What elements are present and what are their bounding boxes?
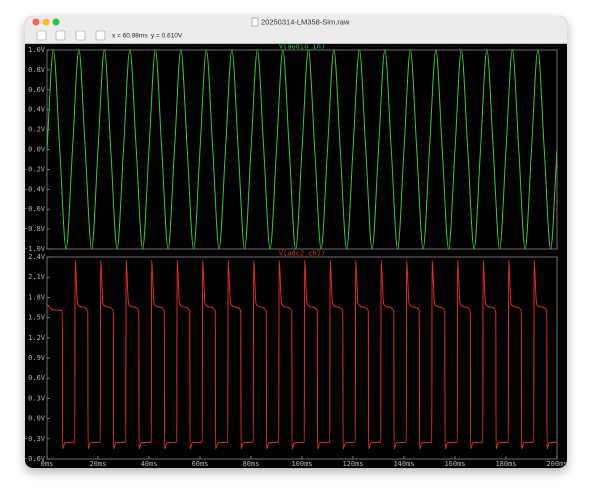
series-name: V(audio_in) (279, 43, 325, 51)
fit-tool[interactable] (75, 30, 86, 41)
x-tick-label: 160ms (444, 460, 465, 468)
y-tick-label: 2.4V (28, 253, 46, 261)
y-tick-label: 1.2V (28, 334, 46, 342)
y-tick-label: -0.3V (24, 435, 46, 443)
y-tick-label: 0.3V (28, 394, 46, 402)
series-line (47, 259, 557, 450)
cursor-x: x = 60.98ms (112, 33, 148, 40)
y-tick-label: 0.9V (28, 354, 46, 362)
y-tick-label: -0.2V (24, 165, 46, 173)
y-tick-label: 1.8V (28, 293, 46, 301)
x-tick-label: 100ms (291, 460, 312, 468)
y-tick-label: -0.6V (24, 455, 46, 463)
y-tick-label: -0.4V (24, 185, 46, 193)
series-name: V(adc2_ch7) (279, 250, 325, 258)
x-tick-label: 120ms (342, 460, 363, 468)
x-tick-label: 20ms (90, 460, 107, 468)
y-tick-label: -0.6V (24, 205, 46, 213)
cursor-y: y = 0.610V (151, 33, 183, 40)
y-tick-label: 0.6V (28, 86, 46, 94)
y-tick-label: -1.0V (24, 245, 46, 253)
zoom-button[interactable] (52, 18, 60, 26)
title-bar (25, 16, 567, 44)
x-tick-label: 180ms (495, 460, 516, 468)
plot-pane: -0.6V -0.3V 0.0V 0.3V 0.6V 0.9V 1.2V 1.5V 1.8V 2.… (24, 250, 568, 469)
y-tick-label: 2.1V (28, 273, 46, 281)
y-tick-label: 1.0V (28, 46, 46, 54)
y-tick-label: 0.8V (28, 66, 46, 74)
cursor-tool[interactable] (95, 30, 106, 41)
y-tick-label: 1.5V (28, 314, 46, 322)
y-tick-label: 0.4V (28, 106, 46, 114)
y-tick-label: 0.0V (28, 146, 46, 154)
window-title: 20250314-LM358-Sim.raw (261, 17, 350, 26)
zoom-tool[interactable] (36, 30, 47, 41)
y-tick-label: 0.2V (28, 126, 46, 134)
x-tick-label: 0ms (41, 460, 54, 468)
y-tick-label: 0.6V (28, 374, 46, 382)
x-tick-label: 140ms (393, 460, 414, 468)
file-icon (251, 17, 259, 27)
y-tick-label: -0.8V (24, 225, 46, 233)
x-tick-label: 40ms (141, 460, 158, 468)
window-frame (25, 16, 567, 468)
x-tick-label: 200ms (546, 460, 567, 468)
plot-pane: -1.0V -0.8V -0.6V -0.4V -0.2V 0.0V 0.2V 0.4V 0.6… (24, 43, 558, 253)
minimize-button[interactable] (42, 18, 50, 26)
pan-tool[interactable] (55, 30, 66, 41)
series-line (47, 50, 557, 249)
window: 20250314-LM358-Sim.raw x = 60.98ms y = 0… (25, 16, 567, 468)
y-tick-label: 0.0V (28, 415, 46, 423)
x-tick-label: 60ms (192, 460, 209, 468)
x-tick-label: 80ms (243, 460, 260, 468)
close-button[interactable] (32, 18, 40, 26)
toolbar: x = 60.98ms y = 0.610V (36, 30, 183, 41)
